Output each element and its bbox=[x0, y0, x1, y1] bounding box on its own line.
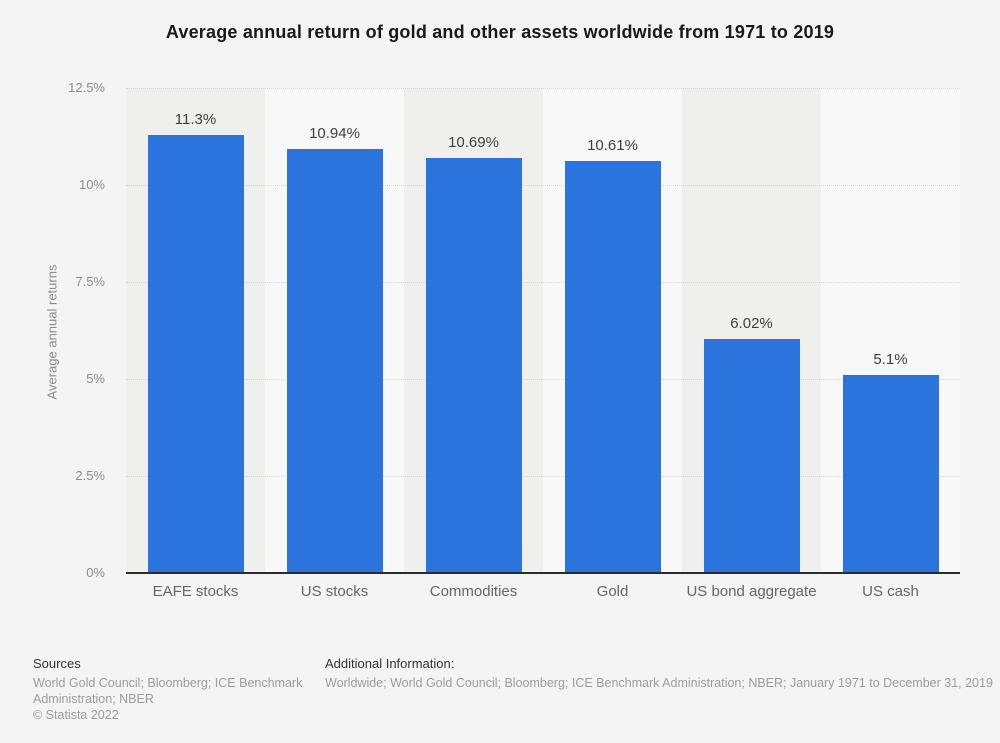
y-tick-label-10%: 10% bbox=[78, 177, 105, 192]
gridline-12.5% bbox=[126, 88, 960, 89]
bar-us-cash[interactable] bbox=[842, 375, 939, 573]
y-tick-label-7.5%: 7.5% bbox=[75, 274, 105, 289]
x-tick-label-us-bond-aggregate: US bond aggregate bbox=[686, 583, 817, 600]
x-tick-label-gold: Gold bbox=[596, 583, 629, 600]
gridline-7.5% bbox=[126, 282, 960, 283]
gridline-5% bbox=[126, 379, 960, 380]
bar-value-label-eafe-stocks: 11.3% bbox=[174, 110, 217, 128]
sources-heading: Sources bbox=[33, 656, 81, 671]
x-tick-label-us-stocks: US stocks bbox=[300, 583, 369, 600]
x-tick-label-eafe-stocks: EAFE stocks bbox=[152, 583, 239, 600]
bar-eafe-stocks[interactable] bbox=[147, 134, 244, 573]
x-axis-labels: EAFE stocks US stocks Commodities Gold US bo… bbox=[126, 583, 960, 603]
additional-info-block: Additional Information: Worldwide; World… bbox=[325, 656, 995, 691]
y-tick-label-12.5%: 12.5% bbox=[68, 80, 105, 95]
bar-value-label-us-bond-aggregate: 6.02% bbox=[730, 315, 773, 333]
bar-value-label-us-stocks: 10.94% bbox=[309, 124, 360, 142]
copyright-notice: © Statista 2022 bbox=[33, 708, 119, 722]
sources-text: World Gold Council; Bloomberg; ICE Bench… bbox=[33, 676, 303, 706]
additional-info-text: Worldwide; World Gold Council; Bloomberg… bbox=[325, 676, 993, 690]
bar-value-label-us-cash: 5.1% bbox=[873, 351, 908, 369]
bar-us-bond-aggregate[interactable] bbox=[703, 339, 800, 573]
bar-commodities[interactable] bbox=[425, 158, 522, 573]
bar-gold[interactable] bbox=[564, 161, 661, 573]
plot-area: 11.3% 10.94% 10.69% 10.61% 6.02% 5.1% bbox=[126, 88, 960, 574]
bar-value-label-commodities: 10.69% bbox=[448, 134, 499, 152]
bar-us-stocks[interactable] bbox=[286, 148, 383, 573]
sources-block: Sources World Gold Council; Bloomberg; I… bbox=[33, 656, 318, 723]
x-tick-label-us-cash: US cash bbox=[862, 583, 919, 600]
chart-title: Average annual return of gold and other … bbox=[165, 22, 835, 42]
gridline-10% bbox=[126, 185, 960, 186]
x-axis-line bbox=[126, 572, 960, 574]
x-tick-label-commodities: Commodities bbox=[429, 583, 518, 600]
gridline-2.5% bbox=[126, 476, 960, 477]
y-tick-label-0%: 0% bbox=[86, 565, 105, 580]
additional-info-heading: Additional Information: bbox=[325, 656, 455, 671]
y-axis-ticks: 0% 2.5% 5% 7.5% 10% 12.5% bbox=[0, 80, 112, 580]
bar-value-label-gold: 10.61% bbox=[587, 137, 638, 155]
y-tick-label-5%: 5% bbox=[86, 371, 105, 386]
y-tick-label-2.5%: 2.5% bbox=[75, 468, 105, 483]
